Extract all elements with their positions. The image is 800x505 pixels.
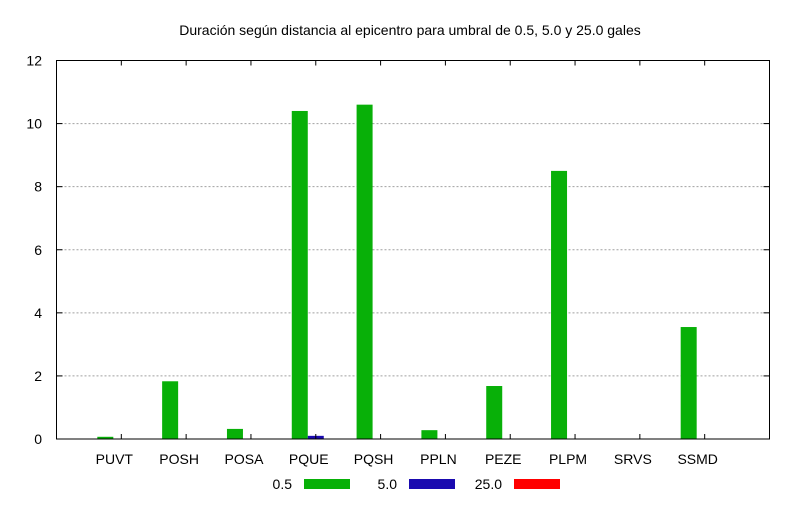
x-tick-label: POSH <box>159 451 199 467</box>
bar-pqsh-0-5 <box>356 104 373 440</box>
x-tick-label: PUVT <box>96 451 134 467</box>
x-tick-label: SRVS <box>614 451 652 467</box>
x-tick-label: PPLN <box>420 451 457 467</box>
y-tick-label: 8 <box>34 179 42 195</box>
bar-plpm-0-5 <box>551 170 568 440</box>
x-tick-label: SSMD <box>677 451 717 467</box>
bars <box>97 104 697 440</box>
x-tick-label: POSA <box>225 451 265 467</box>
chart-title: Duración según distancia al epicentro pa… <box>179 22 641 38</box>
bar-posh-0-5 <box>162 381 179 439</box>
x-tick-label: PQUE <box>289 451 329 467</box>
y-axis: 0 2 4 6 8 10 12 <box>26 53 770 447</box>
legend-label: 5.0 <box>378 476 398 492</box>
legend: 0.5 5.0 25.0 <box>273 476 560 492</box>
bar-ssmd-0-5 <box>680 327 697 439</box>
gridlines <box>56 123 770 377</box>
x-axis: PUVT POSH POSA PQUE PQSH PPLN PEZE PLPM SRVS SSMD <box>96 60 718 467</box>
legend-swatch <box>409 479 455 489</box>
y-tick-label: 0 <box>34 431 42 447</box>
bar-pque-0-5 <box>291 110 308 439</box>
bar-ppln-0-5 <box>421 430 438 439</box>
legend-label: 0.5 <box>273 476 293 492</box>
y-tick-label: 4 <box>34 305 42 321</box>
y-tick-label: 12 <box>26 53 42 69</box>
bar-peze-0-5 <box>486 386 503 439</box>
legend-swatch <box>304 479 350 489</box>
legend-swatch <box>514 479 560 489</box>
bar-posa-0-5 <box>226 428 243 439</box>
x-tick-label: PQSH <box>354 451 394 467</box>
y-tick-label: 2 <box>34 368 42 384</box>
x-tick-label: PEZE <box>485 451 522 467</box>
bar-puvt-0-5 <box>97 436 114 439</box>
y-tick-label: 6 <box>34 242 42 258</box>
y-tick-label: 10 <box>26 116 42 132</box>
x-tick-label: PLPM <box>549 451 587 467</box>
legend-label: 25.0 <box>475 476 502 492</box>
